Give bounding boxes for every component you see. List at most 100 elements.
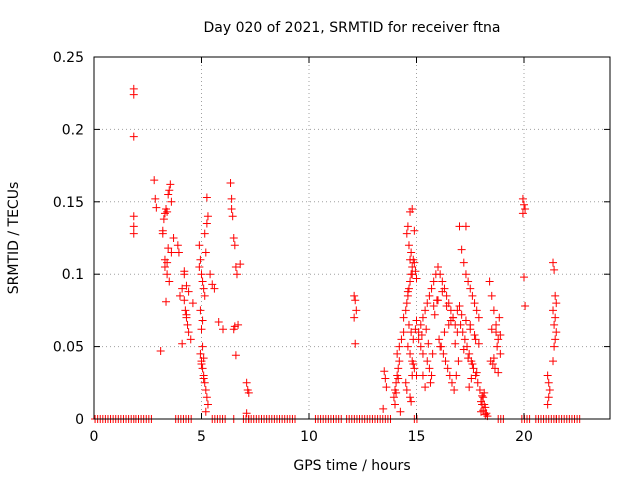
data-point: [152, 203, 161, 212]
data-point: [203, 212, 212, 221]
data-point: [159, 215, 168, 224]
data-point: [396, 407, 405, 416]
data-point: [389, 393, 398, 402]
data-point: [198, 277, 207, 286]
data-point: [464, 354, 473, 363]
data-point: [434, 296, 442, 305]
data-point: [228, 212, 237, 221]
data-point: [399, 328, 408, 337]
data-point: [474, 339, 483, 348]
data-point: [401, 306, 410, 315]
y-tick-label: 0: [75, 412, 84, 428]
data-point: [479, 406, 488, 415]
data-point: [129, 229, 138, 238]
data-point: [544, 378, 553, 387]
data-point: [236, 260, 245, 269]
data-point: [521, 302, 530, 311]
data-point: [201, 386, 210, 395]
data-point: [427, 284, 436, 293]
data-point: [165, 277, 174, 286]
data-point: [351, 296, 360, 305]
data-point: [129, 212, 138, 221]
data-point: [242, 409, 251, 418]
data-point: [181, 306, 190, 315]
data-point: [406, 255, 415, 264]
data-point: [202, 393, 211, 402]
data-point: [454, 357, 463, 366]
data-point: [230, 322, 239, 331]
data-point: [402, 386, 411, 395]
data-point: [439, 349, 448, 358]
data-point: [455, 302, 464, 311]
data-point: [381, 374, 390, 383]
data-point: [550, 320, 559, 329]
data-point: [425, 364, 434, 373]
data-point: [406, 349, 415, 358]
data-point: [392, 378, 401, 387]
data-point: [197, 325, 206, 334]
data-point: [129, 90, 138, 99]
data-point: [173, 241, 182, 250]
data-point: [418, 313, 427, 322]
data-point: [470, 299, 479, 308]
data-point: [202, 193, 211, 202]
data-point: [167, 248, 176, 257]
data-point: [461, 222, 470, 231]
data-point: [197, 270, 206, 279]
data-point: [409, 359, 418, 368]
data-point: [150, 176, 159, 185]
data-point: [229, 234, 238, 242]
data-point: [408, 270, 417, 279]
data-point: [520, 273, 528, 282]
data-point: [471, 335, 480, 344]
data-point: [423, 357, 432, 366]
data-point: [158, 229, 167, 238]
data-point: [199, 374, 208, 383]
data-point: [394, 364, 403, 373]
data-point: [461, 270, 470, 279]
data-point: [176, 291, 184, 300]
data-point: [244, 388, 253, 397]
data-point: [219, 325, 227, 334]
data-point: [416, 342, 425, 351]
data-point: [169, 234, 178, 242]
data-point: [196, 255, 205, 264]
data-point: [350, 313, 359, 322]
data-point: [180, 296, 189, 305]
data-point: [443, 364, 452, 373]
data-point: [434, 262, 442, 271]
data-point: [442, 302, 451, 311]
data-point: [465, 383, 474, 392]
data-point: [549, 258, 558, 267]
data-point: [200, 291, 209, 300]
data-point: [164, 244, 173, 253]
data-point: [208, 280, 217, 289]
data-point: [421, 383, 430, 392]
data-point: [460, 335, 469, 344]
data-point: [427, 371, 436, 380]
data-point: [198, 316, 207, 325]
data-point: [234, 320, 243, 329]
data-point: [231, 262, 240, 271]
data-point: [163, 207, 172, 216]
data-point: [410, 226, 419, 235]
data-point: [352, 306, 361, 315]
x-tick-label: 10: [300, 429, 318, 445]
data-point: [231, 351, 240, 360]
data-point: [402, 299, 411, 308]
data-point: [468, 291, 477, 300]
data-point: [160, 262, 169, 271]
data-point: [410, 258, 419, 267]
data-point: [407, 248, 416, 257]
data-point: [469, 364, 478, 373]
data-point: [485, 277, 494, 286]
data-point: [406, 277, 415, 286]
data-point: [412, 274, 421, 283]
data-point: [489, 306, 498, 315]
data-point: [180, 270, 189, 279]
data-point: [418, 349, 427, 358]
data-point: [551, 335, 560, 344]
y-axis-label: SRMTID / TECUs: [6, 182, 22, 295]
y-tick-label: 0.15: [53, 195, 84, 211]
data-point: [242, 378, 251, 387]
